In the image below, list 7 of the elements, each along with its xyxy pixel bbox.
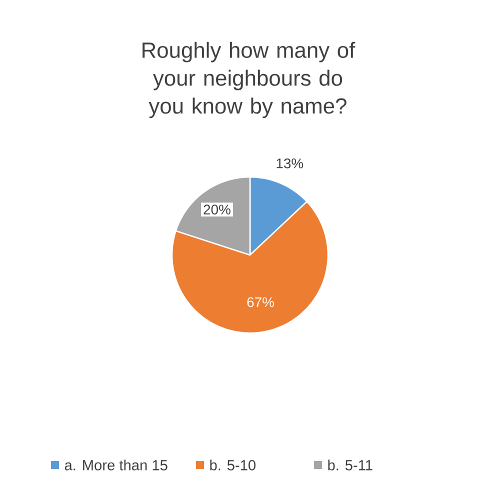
legend-label: a. More than 15 [64,460,168,470]
chart-title: Roughly how many of your neighbours do you know by name? [142,42,356,118]
data-label: 20% [204,204,230,215]
data-label: 13% [276,158,304,168]
legend-label: b. 5-10 [210,460,256,470]
data-label: 67% [247,297,274,308]
legend-label: b. 5-11 [328,460,372,470]
